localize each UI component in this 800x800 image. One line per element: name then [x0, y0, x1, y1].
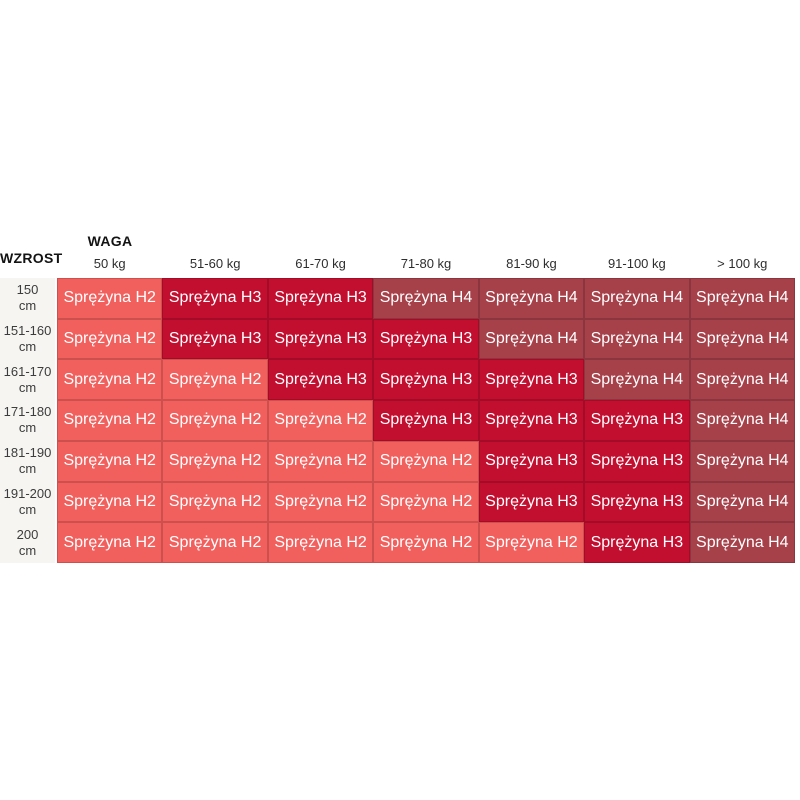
spring-cell: Sprężyna H4: [584, 278, 690, 319]
column-header: 81-90 kg: [506, 256, 557, 271]
spring-cell: Sprężyna H2: [162, 481, 268, 523]
spring-cell: Sprężyna H4: [689, 400, 795, 441]
spring-cell: Sprężyna H3: [584, 522, 690, 563]
row-label: 171-180 cm: [3, 404, 52, 436]
spring-cell: Sprężyna H3: [584, 440, 690, 482]
spring-cell: Sprężyna H4: [584, 318, 690, 360]
spring-cell: Sprężyna H2: [162, 400, 268, 441]
column-header: 51-60 kg: [189, 256, 241, 271]
row-label: 181-190 cm: [3, 445, 52, 477]
spring-cell: Sprężyna H4: [689, 278, 795, 319]
spring-cell: Sprężyna H2: [373, 481, 479, 523]
spring-cell: Sprężyna H2: [373, 440, 479, 482]
spring-cell: Sprężyna H4: [689, 522, 795, 563]
spring-cell: Sprężyna H2: [267, 440, 374, 482]
spring-cell: Sprężyna H4: [689, 481, 795, 523]
spring-cell: Sprężyna H2: [57, 481, 163, 523]
spring-cell: Sprężyna H3: [267, 318, 374, 360]
row-label: 200 cm: [16, 526, 39, 558]
spring-cell: Sprężyna H2: [57, 359, 163, 401]
spring-cell: Sprężyna H2: [57, 440, 163, 482]
row-label: 150 cm: [16, 282, 39, 314]
spring-cell: Sprężyna H2: [267, 522, 374, 563]
spring-cell: Sprężyna H2: [57, 318, 163, 360]
spring-cell: Sprężyna H3: [478, 359, 585, 401]
spring-cell: Sprężyna H3: [478, 481, 585, 523]
spring-cell: Sprężyna H2: [267, 481, 374, 523]
spring-cell: Sprężyna H4: [689, 318, 795, 360]
column-header: > 100 kg: [717, 256, 768, 271]
row-label: 161-170 cm: [3, 363, 52, 395]
spring-cell: Sprężyna H2: [162, 359, 268, 401]
spring-cell: Sprężyna H2: [57, 522, 163, 563]
spring-cell: Sprężyna H2: [373, 522, 479, 563]
row-labels: 150 cm 151-160 cm 161-170 cm 171-180 cm 181-190 c…: [0, 278, 55, 563]
spring-cell: Sprężyna H3: [162, 318, 268, 360]
spring-cell: Sprężyna H3: [267, 359, 374, 401]
spring-cell: Sprężyna H2: [162, 522, 268, 563]
spring-cell: Sprężyna H3: [373, 359, 479, 401]
column-header: 61-70 kg: [295, 256, 346, 271]
spring-cell: Sprężyna H2: [57, 278, 163, 319]
column-header: 71-80 kg: [400, 256, 452, 271]
spring-cell: Sprężyna H3: [478, 400, 585, 441]
column-header: 91-100 kg: [607, 256, 666, 271]
spring-cell: Sprężyna H2: [478, 522, 585, 563]
spring-cell: Sprężyna H3: [584, 400, 690, 441]
spring-grid: Sprężyna H2 Sprężyna H3 Sprężyna H3 Sprężyn…: [57, 278, 795, 563]
spring-cell: Sprężyna H3: [584, 481, 690, 523]
spring-cell: Sprężyna H3: [373, 318, 479, 360]
weight-axis-label: WAGA: [87, 233, 133, 249]
spring-cell: Sprężyna H3: [373, 400, 479, 441]
height-axis-label: WZROST: [0, 250, 63, 266]
spring-cell: Sprężyna H4: [478, 278, 585, 319]
column-headers: 50 kg 51-60 kg 61-70 kg 71-80 kg 81-90 kg 91-…: [57, 256, 795, 274]
column-header: 50 kg: [93, 256, 126, 271]
spring-cell: Sprężyna H2: [57, 400, 163, 441]
spring-cell: Sprężyna H3: [267, 278, 374, 319]
spring-cell: Sprężyna H4: [373, 278, 479, 319]
spring-cell: Sprężyna H2: [162, 440, 268, 482]
spring-cell: Sprężyna H4: [478, 318, 585, 360]
spring-cell: Sprężyna H2: [267, 400, 374, 441]
spring-cell: Sprężyna H4: [689, 440, 795, 482]
spring-cell: Sprężyna H3: [162, 278, 268, 319]
spring-cell: Sprężyna H4: [584, 359, 690, 401]
spring-cell: Sprężyna H4: [689, 359, 795, 401]
row-label: 151-160 cm: [3, 323, 52, 355]
spring-cell: Sprężyna H3: [478, 440, 585, 482]
row-label: 191-200 cm: [3, 485, 52, 517]
